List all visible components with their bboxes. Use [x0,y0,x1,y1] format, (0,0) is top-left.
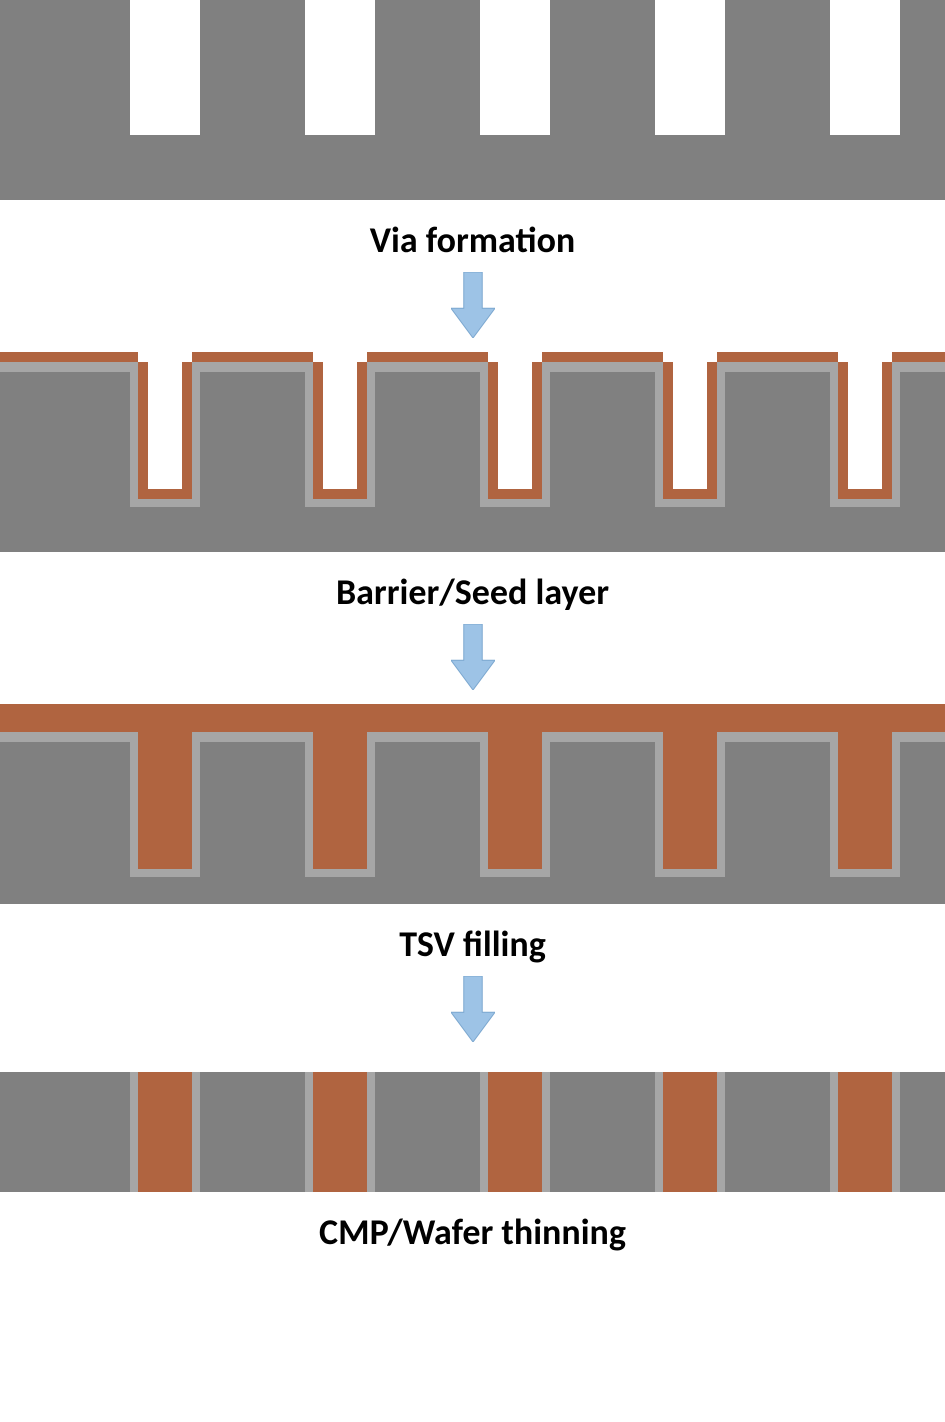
tsv-process-diagram: Via formation Barrier/Seed layer TSV filli… [0,0,945,1260]
flow-arrow [0,272,945,338]
down-arrow-icon [451,976,495,1042]
process-step-panel [0,352,945,552]
panel-tsv-filling [0,704,945,904]
process-step-panel [0,1072,945,1192]
step-label: Via formation [0,218,945,262]
process-step-panel [0,0,945,200]
step-label: CMP/Wafer thinning [0,1210,945,1254]
panel-via-formation [0,0,945,200]
down-arrow-icon [451,624,495,690]
down-arrow-icon [451,272,495,338]
panel-barrier-seed [0,352,945,552]
panel-cmp-thinning [0,1072,945,1192]
process-step-panel [0,704,945,904]
flow-arrow [0,624,945,690]
step-label: Barrier/Seed layer [0,570,945,614]
flow-arrow [0,976,945,1042]
step-label: TSV filling [0,922,945,966]
